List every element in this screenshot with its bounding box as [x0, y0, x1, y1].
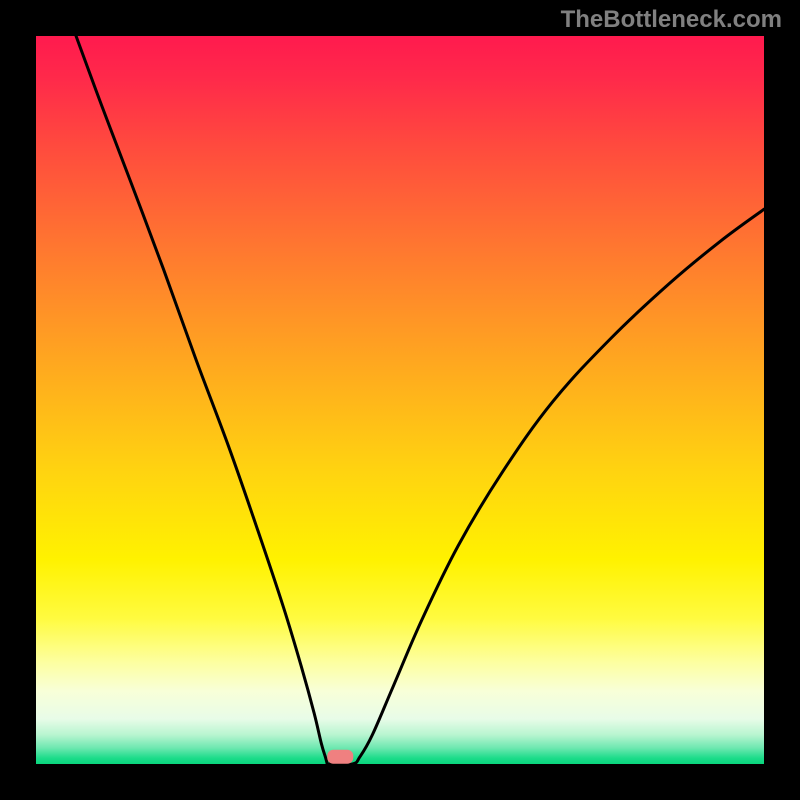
- watermark-text: TheBottleneck.com: [561, 6, 782, 34]
- minimum-marker: [328, 749, 353, 764]
- background-gradient: [36, 36, 764, 764]
- chart-frame: TheBottleneck.com: [0, 0, 800, 800]
- plot-area: [36, 36, 764, 764]
